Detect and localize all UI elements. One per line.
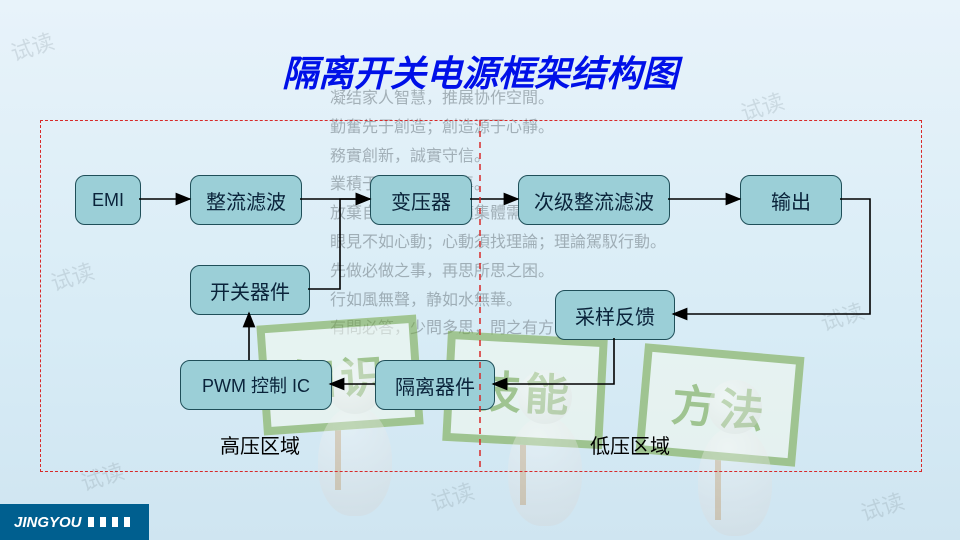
node-rect2: 次级整流滤波 — [518, 175, 670, 225]
node-emi: EMI — [75, 175, 141, 225]
node-pwm: PWM 控制 IC — [180, 360, 332, 410]
logo-text: JINGYOU — [14, 514, 82, 531]
region-label-high-voltage: 高压区域 — [220, 430, 300, 459]
page-title: 隔离开关电源框架结构图 — [0, 45, 960, 97]
node-xfmr: 变压器 — [370, 175, 472, 225]
region-label-low-voltage: 低压区域 — [590, 430, 670, 459]
node-switch: 开关器件 — [190, 265, 310, 315]
node-rect1: 整流滤波 — [190, 175, 302, 225]
page: 试读 试读 试读 试读 试读 试读 试读 凝结家人智慧，推展协作空間。勤奮先于創… — [0, 0, 960, 540]
region-border — [40, 120, 922, 472]
watermark: 试读 — [856, 484, 908, 528]
node-sample: 采样反馈 — [555, 290, 675, 340]
logo-bar: JINGYOU — [0, 504, 149, 540]
logo-checker-icon — [88, 517, 134, 527]
watermark: 试读 — [426, 474, 478, 518]
node-iso: 隔离器件 — [375, 360, 495, 410]
node-out: 输出 — [740, 175, 842, 225]
